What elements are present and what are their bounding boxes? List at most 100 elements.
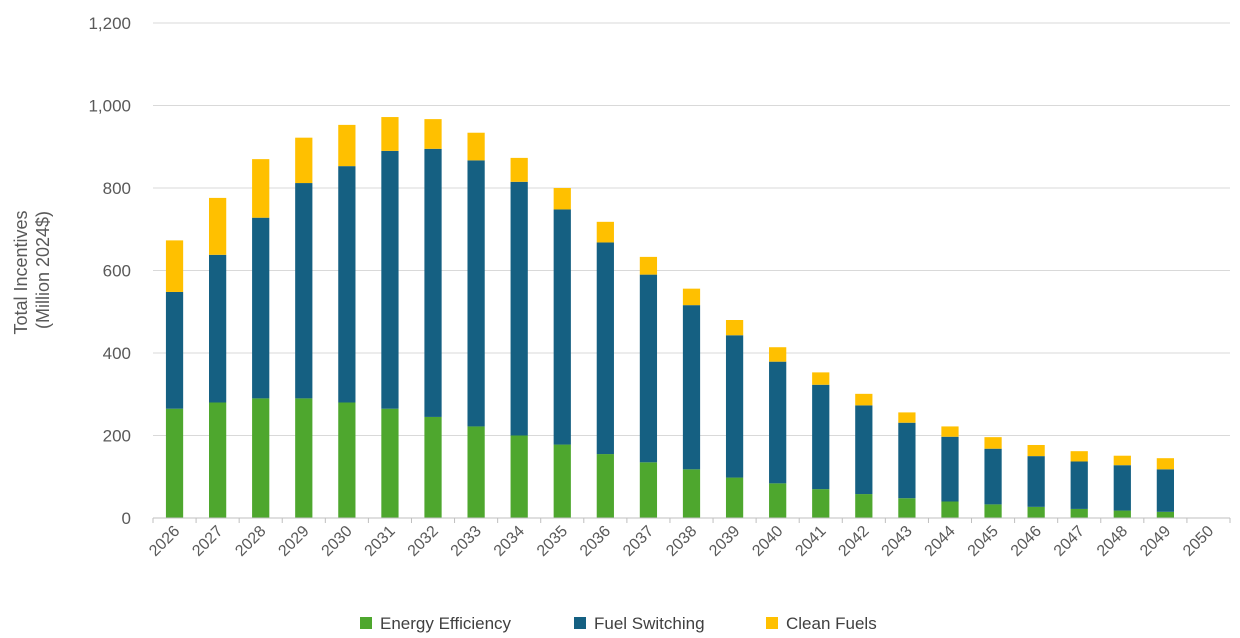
x-tick-label: 2042 (835, 523, 872, 560)
bar-clean-fuels-2040 (769, 347, 787, 362)
bar-fuel-switching-2030 (338, 166, 356, 403)
bar-clean-fuels-2047 (1070, 451, 1088, 462)
bar-fuel-switching-2032 (424, 148, 442, 417)
x-tick-label: 2043 (879, 523, 916, 560)
bar-fuel-switching-2031 (381, 150, 399, 409)
bar-clean-fuels-2030 (338, 124, 356, 167)
x-tick-label: 2045 (965, 523, 1002, 560)
bar-fuel-switching-2041 (812, 384, 830, 490)
x-tick-label: 2033 (448, 523, 485, 560)
bar-energy-efficiency-2038 (682, 469, 701, 518)
x-tick-label: 2048 (1094, 523, 1131, 560)
bar-fuel-switching-2029 (295, 183, 313, 399)
legend-swatch-clean-fuels (766, 617, 778, 629)
bar-energy-efficiency-2048 (1113, 510, 1131, 518)
x-tick-label: 2049 (1137, 523, 1174, 560)
gridlines (153, 22, 1230, 436)
bar-fuel-switching-2043 (898, 422, 916, 499)
x-tick-label: 2034 (491, 523, 528, 560)
bar-energy-efficiency-2032 (424, 416, 442, 518)
y-tick-label: 600 (103, 262, 131, 281)
bar-fuel-switching-2038 (682, 305, 701, 470)
bar-energy-efficiency-2045 (984, 504, 1002, 518)
x-tick-label: 2030 (318, 523, 355, 560)
bar-energy-efficiency-2030 (338, 402, 356, 518)
x-tick-label: 2029 (275, 523, 312, 560)
x-tick-label: 2028 (232, 523, 269, 560)
bar-fuel-switching-2027 (209, 254, 227, 403)
y-tick-label: 1,200 (88, 14, 131, 33)
legend-swatch-energy-efficiency (360, 617, 372, 629)
bar-energy-efficiency-2047 (1070, 508, 1088, 518)
bar-clean-fuels-2026 (165, 240, 184, 292)
bar-energy-efficiency-2034 (510, 435, 528, 518)
bar-energy-efficiency-2033 (467, 426, 485, 518)
x-tick-label: 2031 (362, 523, 399, 560)
bar-clean-fuels-2045 (984, 437, 1002, 449)
bar-clean-fuels-2035 (553, 188, 571, 210)
bar-clean-fuels-2039 (725, 320, 744, 336)
bar-fuel-switching-2039 (725, 335, 744, 478)
x-tick-label: 2044 (922, 523, 959, 560)
bar-clean-fuels-2027 (209, 197, 227, 255)
y-tick-label: 400 (103, 344, 131, 363)
x-tick-label: 2040 (749, 523, 786, 560)
bar-energy-efficiency-2036 (596, 454, 614, 518)
legend-label: Energy Efficiency (380, 614, 512, 633)
bar-fuel-switching-2049 (1156, 469, 1174, 512)
bar-fuel-switching-2048 (1113, 465, 1131, 511)
bar-clean-fuels-2038 (682, 288, 701, 306)
bar-fuel-switching-2042 (855, 405, 873, 495)
bar-clean-fuels-2037 (639, 256, 658, 275)
bar-clean-fuels-2034 (510, 157, 528, 182)
bar-energy-efficiency-2044 (941, 501, 959, 518)
bar-fuel-switching-2047 (1070, 461, 1088, 509)
x-tick-label: 2026 (146, 523, 183, 560)
bar-fuel-switching-2046 (1027, 456, 1045, 507)
bar-clean-fuels-2031 (381, 117, 399, 151)
bars (165, 117, 1174, 518)
bar-fuel-switching-2034 (510, 181, 528, 436)
bar-fuel-switching-2040 (769, 361, 787, 484)
bar-fuel-switching-2028 (252, 217, 270, 399)
bar-clean-fuels-2043 (898, 412, 916, 423)
x-tick-label: 2035 (534, 523, 571, 560)
x-tick-label: 2047 (1051, 523, 1088, 560)
bar-clean-fuels-2048 (1113, 455, 1131, 466)
y-axis-title: Total Incentives (Million 2024$) (11, 205, 53, 334)
y-axis-title-line-1: Total Incentives (11, 210, 31, 334)
bar-fuel-switching-2035 (553, 209, 571, 445)
bar-clean-fuels-2036 (596, 221, 614, 243)
y-tick-label: 200 (103, 427, 131, 446)
y-tick-label: 0 (122, 509, 131, 528)
y-tick-label: 800 (103, 179, 131, 198)
y-axis-title-line-2: (Million 2024$) (33, 211, 53, 329)
x-tick-label: 2046 (1008, 523, 1045, 560)
bar-clean-fuels-2049 (1156, 458, 1174, 470)
bar-clean-fuels-2028 (252, 159, 270, 218)
bar-fuel-switching-2037 (639, 274, 658, 463)
x-tick-label: 2041 (792, 523, 829, 560)
bar-energy-efficiency-2037 (639, 462, 658, 518)
bar-clean-fuels-2046 (1027, 444, 1045, 457)
y-tick-label: 1,000 (88, 97, 131, 116)
bar-energy-efficiency-2028 (252, 398, 270, 518)
bar-energy-efficiency-2043 (898, 498, 916, 518)
legend: Energy Efficiency Fuel Switching Clean Fue… (360, 614, 877, 633)
bar-energy-efficiency-2040 (769, 483, 787, 518)
bar-energy-efficiency-2039 (725, 477, 744, 518)
bar-fuel-switching-2045 (984, 448, 1002, 505)
x-tick-label: 2050 (1180, 523, 1217, 560)
bar-fuel-switching-2044 (941, 436, 959, 502)
bar-clean-fuels-2032 (424, 119, 442, 149)
bar-energy-efficiency-2041 (812, 489, 830, 518)
bar-energy-efficiency-2035 (553, 444, 571, 518)
bar-energy-efficiency-2027 (209, 402, 227, 518)
x-tick-label: 2037 (620, 523, 657, 560)
bar-energy-efficiency-2031 (381, 408, 399, 518)
x-tick-label: 2038 (663, 523, 700, 560)
bar-energy-efficiency-2026 (165, 408, 184, 518)
bar-clean-fuels-2041 (812, 372, 830, 385)
